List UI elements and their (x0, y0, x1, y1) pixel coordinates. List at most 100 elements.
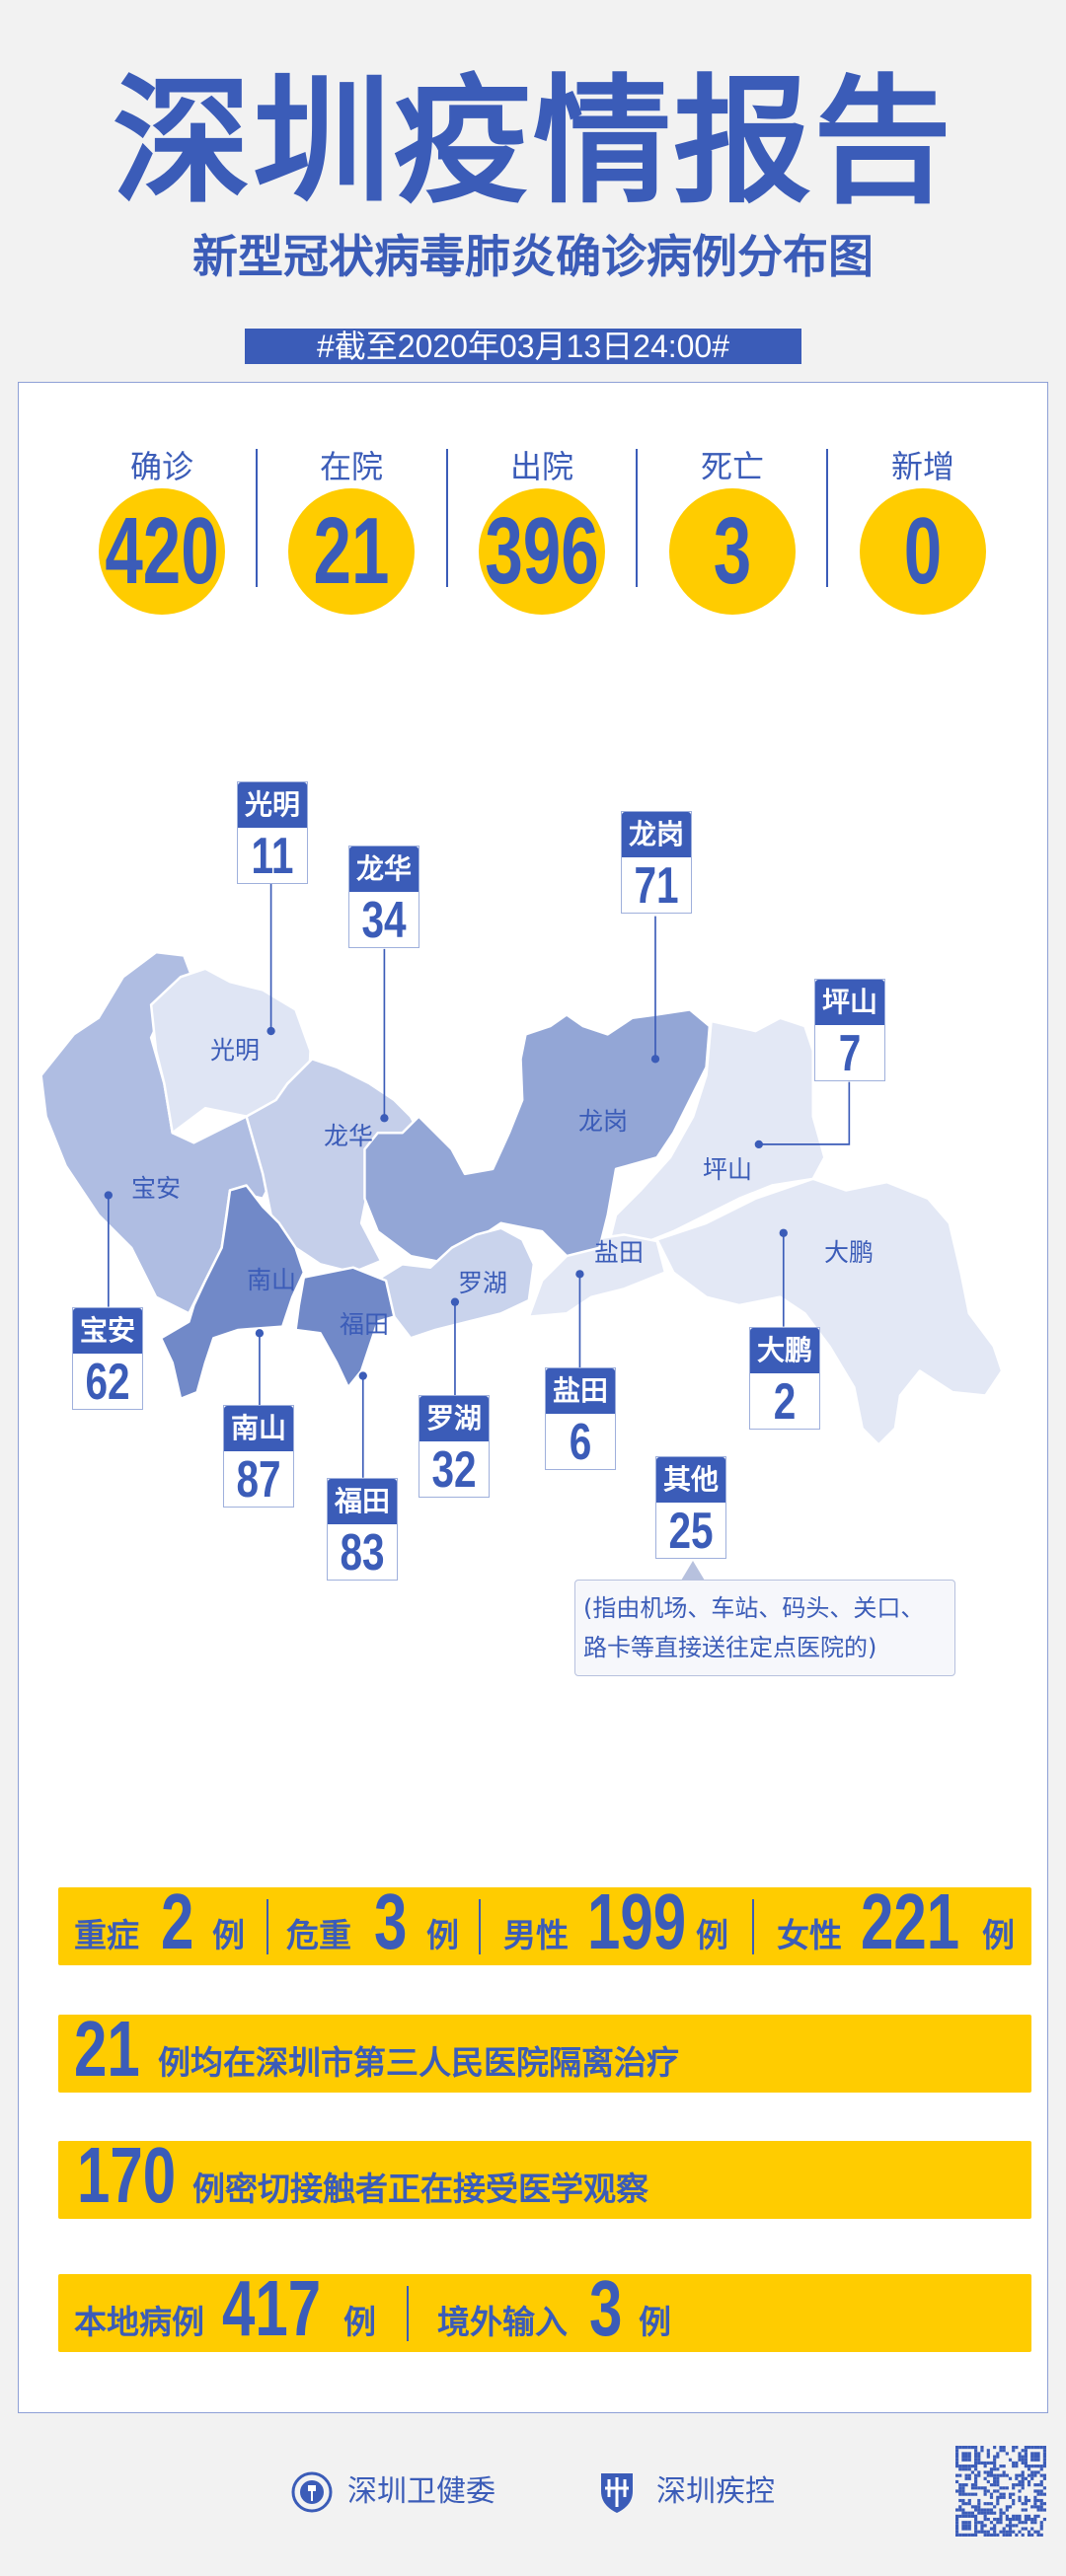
qr-module (964, 2452, 968, 2456)
qr-module (1030, 2446, 1034, 2450)
qr-module (993, 2446, 997, 2450)
qr-module (961, 2492, 965, 2496)
qr-module (955, 2461, 959, 2466)
qr-module (1021, 2473, 1025, 2477)
qr-module (1027, 2514, 1031, 2518)
qr-module (996, 2467, 1000, 2471)
qr-module (983, 2465, 987, 2468)
qr-module (1024, 2521, 1028, 2525)
qr-module (977, 2470, 981, 2474)
qr-module (986, 2461, 990, 2466)
marker-name: 盐田 (546, 1368, 615, 1414)
qr-module (1002, 2465, 1006, 2468)
marker-name: 其他 (656, 1457, 725, 1503)
qr-module (958, 2467, 962, 2471)
qr-module (1002, 2449, 1006, 2453)
qr-module (1012, 2514, 1016, 2518)
qr-module (955, 2458, 959, 2462)
qr-module (1015, 2465, 1019, 2468)
qr-module (983, 2476, 987, 2480)
qr-module (1021, 2461, 1025, 2466)
qr-module (1008, 2527, 1013, 2531)
qr-module (955, 2530, 959, 2534)
qr-module (986, 2455, 990, 2459)
qr-module (999, 2465, 1003, 2468)
qr-module (958, 2498, 962, 2503)
qr-module (996, 2476, 1000, 2480)
qr-module (1030, 2505, 1034, 2509)
qr-module (961, 2511, 965, 2515)
marker-pingshan: 坪山 7 (814, 979, 885, 1082)
qr-module (967, 2473, 971, 2477)
qr-module (1039, 2467, 1043, 2471)
qr-module (1012, 2461, 1016, 2466)
qr-code[interactable] (955, 2446, 1046, 2537)
qr-module (1005, 2505, 1009, 2509)
qr-module (1012, 2492, 1016, 2496)
qr-module (967, 2455, 971, 2459)
stat-circle: 3 (669, 488, 796, 615)
qr-module (977, 2508, 981, 2512)
qr-module (1042, 2458, 1046, 2462)
divider (407, 2286, 409, 2341)
qr-module (996, 2517, 1000, 2522)
dot-nanshan (255, 1329, 265, 1338)
qr-module (1033, 2446, 1037, 2450)
qr-module (1005, 2486, 1009, 2490)
qr-module (999, 2511, 1003, 2515)
qr-module (974, 2527, 978, 2531)
stat-circle: 420 (99, 488, 225, 615)
qr-module (1024, 2527, 1028, 2531)
qr-module (1036, 2505, 1040, 2509)
qr-module (999, 2486, 1003, 2490)
qr-module (993, 2489, 997, 2493)
map-label-yantian: 盐田 (593, 1238, 645, 1267)
map-label-luohu: 罗湖 (457, 1269, 508, 1297)
female-label: 女性 (777, 1916, 842, 1954)
qr-module (970, 2514, 975, 2518)
qr-module (961, 2498, 965, 2503)
qr-module (993, 2483, 997, 2487)
qr-module (996, 2489, 1000, 2493)
footer-org-cdc: 深圳疾控 (656, 2474, 775, 2509)
stat-label: 死亡 (700, 448, 764, 485)
qr-module (974, 2465, 978, 2468)
qr-module (974, 2467, 978, 2471)
qr-module (993, 2524, 997, 2528)
qr-module (1033, 2514, 1037, 2518)
qr-module (967, 2524, 971, 2528)
qr-module (986, 2470, 990, 2474)
male-label: 男性 (503, 1916, 569, 1954)
qr-module (983, 2511, 987, 2515)
qr-module (996, 2473, 1000, 2477)
qr-module (1008, 2495, 1013, 2499)
qr-module (1008, 2476, 1013, 2480)
qr-module (977, 2455, 981, 2459)
qr-module (977, 2521, 981, 2525)
qr-module (1015, 2517, 1019, 2522)
qr-module (1018, 2455, 1022, 2459)
qr-module (996, 2452, 1000, 2456)
qr-module (964, 2458, 968, 2462)
qr-module (983, 2486, 987, 2490)
qr-module (974, 2508, 978, 2512)
stat-value: 420 (105, 498, 219, 604)
qr-module (1027, 2446, 1031, 2450)
qr-module (1036, 2533, 1040, 2537)
qr-module (993, 2473, 997, 2477)
qr-module (980, 2461, 984, 2466)
map-label-guangming: 光明 (209, 1036, 261, 1065)
stat-label: 出院 (509, 448, 573, 485)
qr-module (1027, 2483, 1031, 2487)
stat-label: 在院 (319, 448, 383, 485)
marker-count: 62 (85, 1354, 130, 1411)
qr-module (980, 2527, 984, 2531)
qr-module (977, 2530, 981, 2534)
qr-module (958, 2514, 962, 2518)
qr-module (1036, 2446, 1040, 2450)
map-label-longgang: 龙岗 (577, 1107, 629, 1136)
qr-module (974, 2461, 978, 2466)
qr-module (1018, 2489, 1022, 2493)
qr-module (1015, 2461, 1019, 2466)
qr-module (955, 2455, 959, 2459)
